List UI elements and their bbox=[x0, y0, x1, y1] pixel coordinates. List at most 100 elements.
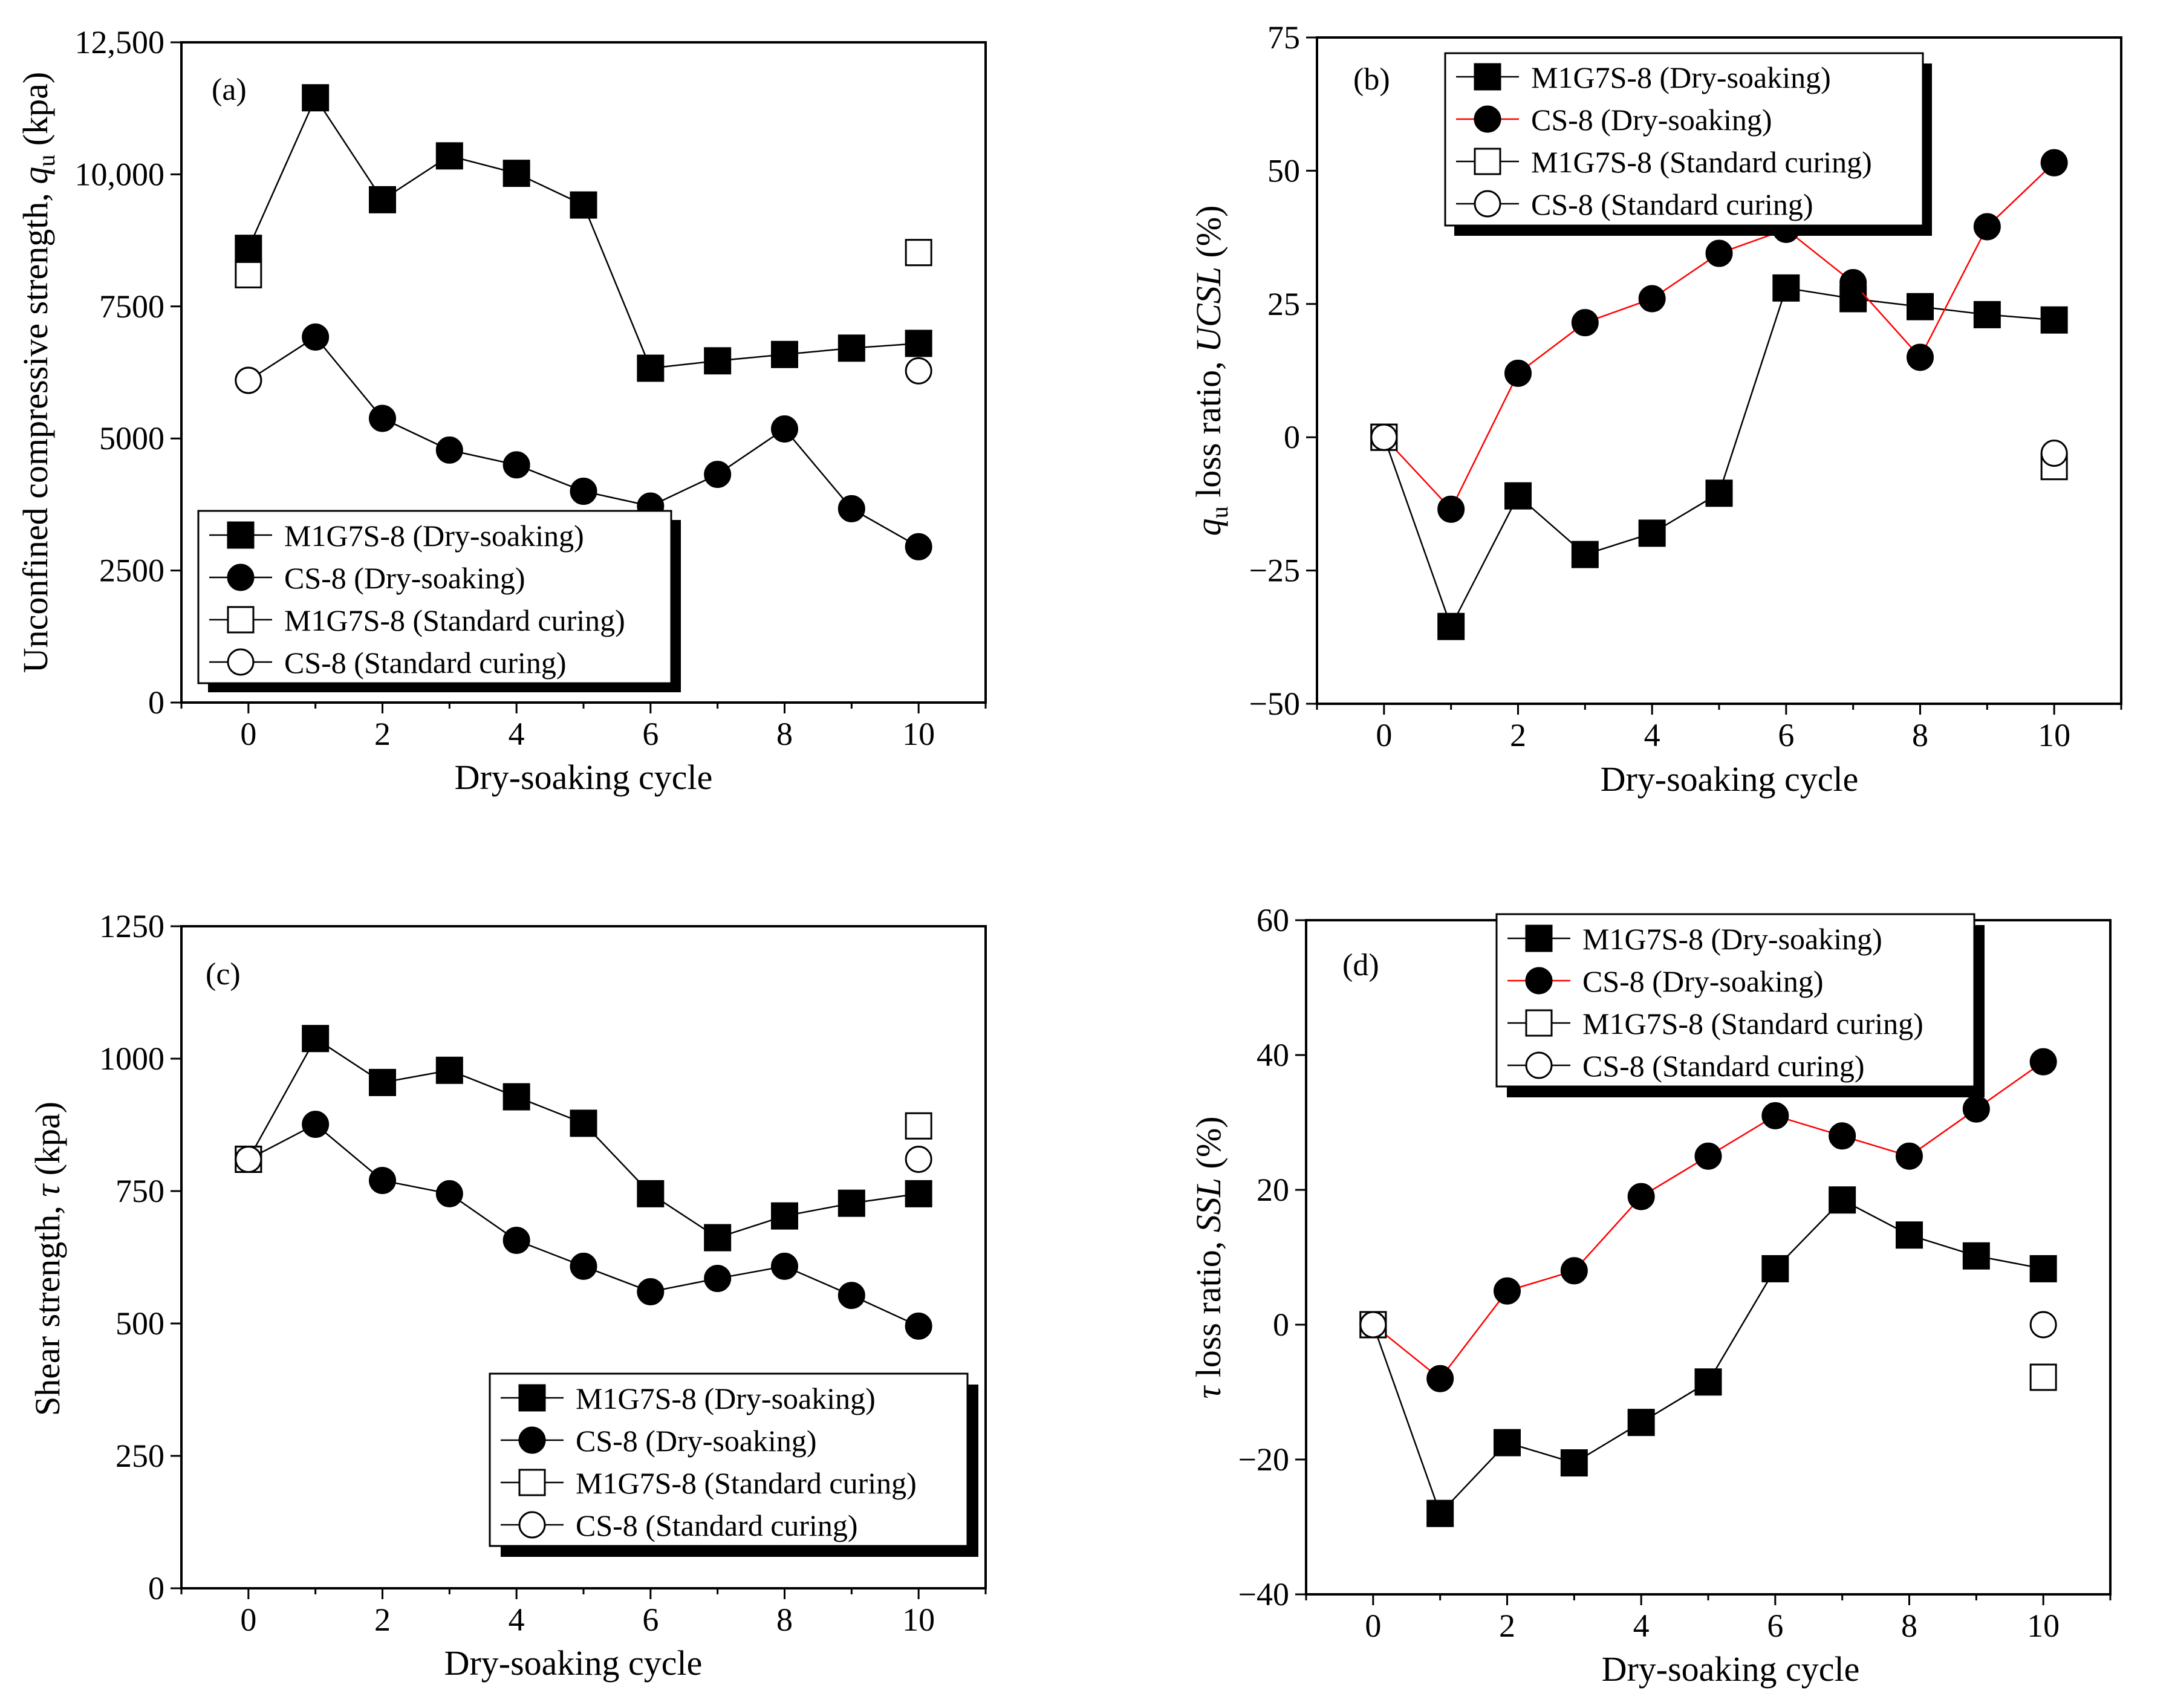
data-point bbox=[1437, 495, 1465, 523]
x-tick-label: 4 bbox=[1633, 1608, 1650, 1644]
data-point bbox=[235, 1145, 262, 1173]
marks bbox=[1359, 1048, 2057, 1527]
series-1 bbox=[235, 84, 932, 382]
data-point bbox=[1437, 612, 1465, 640]
y-tick-label: 500 bbox=[115, 1305, 164, 1342]
data-point bbox=[1896, 1221, 1923, 1249]
legend-marker bbox=[227, 648, 255, 676]
legend-entry: M1G7S-8 (Dry-soaking) bbox=[501, 1382, 876, 1415]
legend-entry: CS-8 (Standard curing) bbox=[501, 1508, 858, 1542]
data-point bbox=[771, 415, 798, 443]
y-tick-label: −50 bbox=[1249, 686, 1300, 722]
data-point bbox=[1705, 479, 1733, 507]
legend-label: CS-8 (Dry-soaking) bbox=[1582, 964, 1824, 998]
x-tick-label: 6 bbox=[1767, 1608, 1783, 1644]
data-point bbox=[369, 1068, 396, 1096]
data-point bbox=[1638, 519, 1666, 547]
legend-label: CS-8 (Standard curing) bbox=[284, 646, 567, 680]
legend-marker bbox=[1474, 190, 1501, 218]
y-tick-label: 25 bbox=[1267, 286, 1300, 322]
x-tick-label: 10 bbox=[902, 1602, 935, 1638]
series-4 bbox=[235, 1145, 932, 1173]
y-tick-label: 75 bbox=[1267, 19, 1300, 56]
y-tick-label: 60 bbox=[1257, 902, 1289, 938]
x-tick-label: 8 bbox=[776, 716, 793, 752]
panel-label: (b) bbox=[1353, 62, 1390, 97]
data-point bbox=[570, 191, 597, 219]
data-point bbox=[1560, 1449, 1588, 1477]
data-point bbox=[369, 186, 396, 213]
x-tick-label: 4 bbox=[509, 716, 525, 752]
legend-marker bbox=[1525, 1051, 1553, 1079]
data-point bbox=[1973, 213, 2001, 241]
legend-entry: M1G7S-8 (Standard curing) bbox=[209, 603, 625, 637]
legend-marker bbox=[1474, 105, 1501, 133]
y-axis-label-unit: (kpa) bbox=[16, 72, 55, 155]
legend-label: CS-8 (Dry-soaking) bbox=[284, 561, 525, 595]
x-tick-label: 2 bbox=[1510, 717, 1526, 753]
legend-marker bbox=[1525, 967, 1553, 995]
data-point bbox=[837, 495, 865, 522]
legend-marker bbox=[518, 1384, 546, 1412]
ticks: 0 2 4 6 8 10 −50 −25 0 25 50 75 bbox=[1249, 19, 2122, 753]
data-point bbox=[369, 1166, 396, 1194]
y-tick-label: 7500 bbox=[99, 288, 164, 325]
series-4 bbox=[235, 357, 932, 394]
data-point bbox=[905, 330, 932, 357]
data-point bbox=[1504, 359, 1532, 387]
legend-entry: M1G7S-8 (Dry-soaking) bbox=[209, 519, 584, 553]
legend-label: M1G7S-8 (Standard curing) bbox=[1582, 1007, 1923, 1041]
data-point bbox=[704, 1224, 732, 1252]
data-point bbox=[302, 1025, 330, 1053]
y-axis-label-unit: (kpa) bbox=[28, 1102, 67, 1184]
data-point bbox=[1504, 482, 1532, 510]
y-tick-label: 20 bbox=[1257, 1172, 1289, 1208]
data-point bbox=[2029, 1311, 2057, 1339]
legend-entry: CS-8 (Standard curing) bbox=[1507, 1049, 1865, 1083]
data-point bbox=[1761, 1102, 1789, 1129]
data-point bbox=[1627, 1409, 1655, 1437]
data-point bbox=[302, 323, 330, 351]
legend-marker bbox=[1474, 63, 1501, 91]
legend-entry: M1G7S-8 (Dry-soaking) bbox=[1507, 922, 1882, 956]
data-point bbox=[1896, 1142, 1923, 1170]
legend-marker bbox=[518, 1426, 546, 1454]
data-point bbox=[1705, 239, 1733, 267]
x-tick-label: 6 bbox=[1778, 717, 1794, 753]
legend-label: M1G7S-8 (Dry-soaking) bbox=[1582, 922, 1882, 956]
legend-label: M1G7S-8 (Dry-soaking) bbox=[284, 519, 584, 553]
legend-label: M1G7S-8 (Dry-soaking) bbox=[1531, 60, 1831, 94]
data-point bbox=[837, 334, 865, 362]
data-point bbox=[435, 1056, 463, 1084]
data-point bbox=[1560, 1257, 1588, 1285]
x-tick-label: 2 bbox=[374, 716, 391, 752]
y-axis-label-main: Shear strength, bbox=[28, 1197, 67, 1416]
legend-label: CS-8 (Dry-soaking) bbox=[1531, 103, 1772, 137]
x-tick-label: 10 bbox=[902, 716, 935, 752]
legend-marker bbox=[1525, 924, 1553, 952]
data-point bbox=[905, 1112, 932, 1140]
data-point bbox=[2029, 1048, 2057, 1076]
data-point bbox=[1907, 343, 1934, 371]
legend-box bbox=[197, 510, 672, 684]
x-tick-label: 4 bbox=[509, 1602, 525, 1638]
x-tick-label: 10 bbox=[2027, 1608, 2060, 1644]
y-tick-label: 1000 bbox=[99, 1041, 164, 1077]
legend: M1G7S-8 (Dry-soaking) CS-8 (Dry-soaking) M… bbox=[1495, 913, 1985, 1097]
data-point bbox=[1761, 1255, 1789, 1282]
data-point bbox=[1962, 1242, 1990, 1270]
x-tick-label: 10 bbox=[2038, 717, 2070, 753]
y-axis-label-main: loss ratio, bbox=[1189, 352, 1228, 507]
data-point bbox=[704, 461, 732, 489]
marks bbox=[235, 1025, 932, 1340]
legend-marker bbox=[1474, 148, 1501, 175]
data-point bbox=[1962, 1095, 1990, 1123]
x-tick-label: 8 bbox=[776, 1602, 793, 1638]
y-tick-label: 0 bbox=[1284, 419, 1300, 455]
y-axis-label-symbol: q bbox=[16, 167, 55, 184]
legend-marker bbox=[1525, 1009, 1553, 1037]
y-tick-label: 40 bbox=[1257, 1037, 1289, 1073]
legend-rows: M1G7S-8 (Dry-soaking) CS-8 (Dry-soaking) M… bbox=[1456, 60, 1872, 221]
data-point bbox=[302, 84, 330, 112]
